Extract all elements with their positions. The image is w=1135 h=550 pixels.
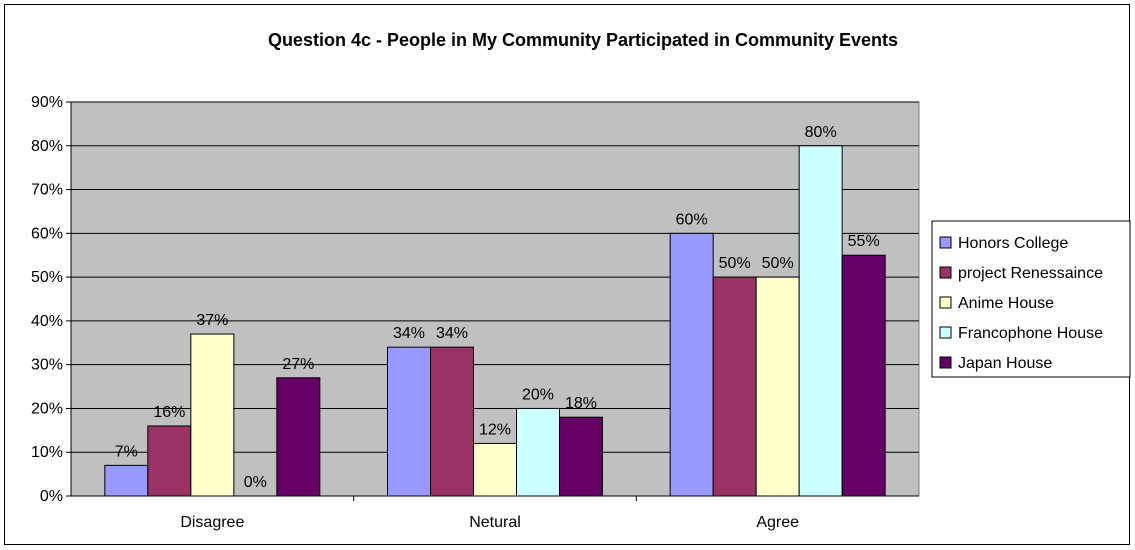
legend-label: Francophone House	[958, 325, 1103, 342]
legend-swatch	[939, 266, 952, 279]
y-tick-label: 0%	[40, 488, 63, 505]
y-tick-label: 70%	[31, 182, 63, 199]
y-tick-label: 80%	[31, 138, 63, 155]
bar	[798, 145, 843, 497]
legend-box	[931, 220, 1131, 378]
chart-title: Question 4c - People in My Community Par…	[268, 30, 898, 50]
y-tick-label: 90%	[31, 94, 63, 111]
x-tick-label: Agree	[756, 514, 799, 531]
bar	[190, 333, 235, 497]
legend-swatch	[939, 236, 952, 249]
legend-swatch	[939, 296, 952, 309]
bar	[755, 276, 800, 497]
data-label: 12%	[479, 421, 511, 438]
bar	[387, 346, 431, 497]
x-tick-label: Disagree	[180, 514, 244, 531]
chart-frame: Question 4c - People in My Community Par…	[4, 4, 1131, 545]
data-label: 7%	[115, 443, 138, 460]
y-tick-label: 10%	[31, 444, 63, 461]
bar-chart: Question 4c - People in My Community Par…	[31, 30, 1131, 531]
y-tick-label: 30%	[31, 357, 63, 374]
bar	[516, 407, 560, 497]
data-label: 34%	[436, 325, 468, 342]
y-tick-label: 60%	[31, 225, 63, 242]
data-label: 16%	[153, 404, 185, 421]
bar	[669, 232, 714, 497]
bar	[147, 425, 192, 497]
bar	[473, 442, 517, 497]
data-label: 60%	[676, 211, 708, 228]
bar	[276, 377, 321, 497]
legend-label: project Renessaince	[958, 265, 1103, 282]
y-tick-label: 50%	[31, 269, 63, 286]
data-label: 0%	[244, 474, 267, 491]
data-label: 80%	[805, 124, 837, 141]
data-label: 27%	[282, 356, 314, 373]
data-label: 50%	[762, 255, 794, 272]
x-tick-label: Netural	[469, 514, 521, 531]
legend: Honors College project Renessaince Anime H…	[931, 220, 1131, 378]
data-label: 20%	[522, 386, 554, 403]
bar	[430, 346, 474, 497]
y-tick-label: 20%	[31, 400, 63, 417]
data-label: 37%	[196, 312, 228, 329]
legend-label: Anime House	[958, 295, 1054, 312]
data-label: 55%	[848, 233, 880, 250]
bar	[559, 416, 603, 497]
data-label: 34%	[393, 325, 425, 342]
bar	[104, 464, 149, 497]
y-tick-label: 40%	[31, 313, 63, 330]
legend-swatch	[939, 326, 952, 339]
data-label: 50%	[719, 255, 751, 272]
plot-area: 0% 10% 20% 30% 40% 50% 60% 70% 80% 90% Disagree 7% 1…	[31, 94, 920, 531]
data-label: 18%	[565, 395, 597, 412]
bar	[841, 254, 886, 497]
legend-label: Honors College	[958, 235, 1068, 252]
bar	[712, 276, 757, 497]
legend-swatch	[939, 356, 952, 369]
legend-label: Japan House	[958, 355, 1052, 372]
